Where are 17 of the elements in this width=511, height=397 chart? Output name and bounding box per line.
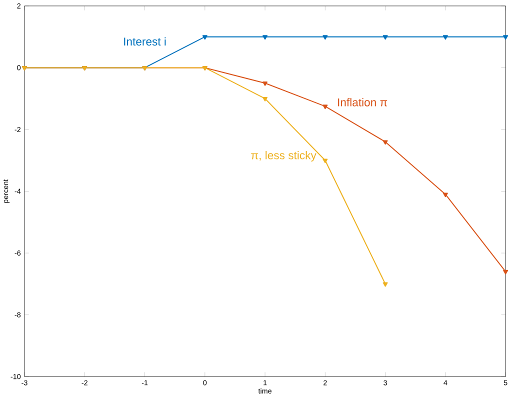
point bbox=[322, 104, 328, 110]
point bbox=[442, 192, 448, 198]
point bbox=[442, 35, 448, 40]
point bbox=[503, 270, 508, 274]
point bbox=[322, 158, 328, 164]
point bbox=[322, 35, 328, 40]
point bbox=[202, 35, 208, 40]
point bbox=[262, 35, 268, 40]
point bbox=[503, 35, 508, 40]
series-label: Interest i bbox=[124, 37, 166, 46]
point bbox=[262, 82, 268, 86]
point bbox=[382, 140, 388, 145]
point bbox=[382, 282, 388, 287]
point bbox=[382, 35, 388, 40]
series-label: Inflation π bbox=[338, 98, 388, 106]
point bbox=[262, 96, 268, 102]
series-label: π, less sticky bbox=[251, 151, 316, 162]
